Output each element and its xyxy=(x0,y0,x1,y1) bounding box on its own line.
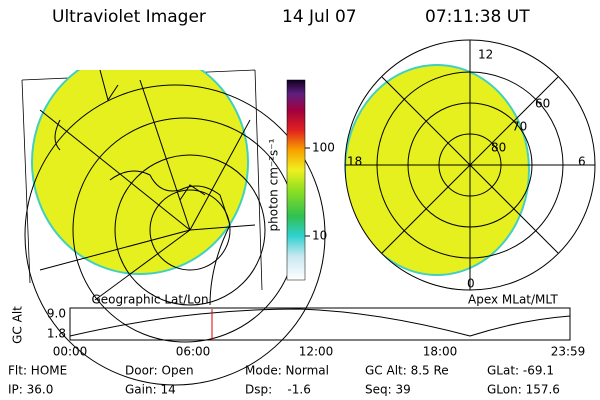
status-field: Dsp: -1.6 xyxy=(245,383,311,397)
geographic-image xyxy=(21,69,326,386)
status-field: Gain: 14 xyxy=(125,383,176,397)
status-area: Flt: HOME Door: Open Mode: Normal GC Alt: 8… xyxy=(8,364,560,397)
status-field: Mode: Normal xyxy=(245,364,329,378)
timeline-y-label: 9.0 xyxy=(47,307,66,321)
colorbar-tick-label: 10 xyxy=(312,229,327,243)
mlt-label: 6 xyxy=(578,155,586,169)
timeline-x-label: 00:00 xyxy=(53,345,88,359)
timeline-y-label: 1.8 xyxy=(47,327,66,341)
colorbar xyxy=(286,79,306,281)
lat-label: 80 xyxy=(491,141,506,155)
timeline-frame xyxy=(69,307,571,341)
title: Ultraviolet Imager xyxy=(52,7,206,27)
mlt-label: 18 xyxy=(347,155,362,169)
timeline-x-label: 06:00 xyxy=(176,345,211,359)
time: 07:11:38 UT xyxy=(425,7,530,27)
date: 14 Jul 07 xyxy=(282,7,357,27)
mlt-label: 0 xyxy=(467,277,475,291)
status-field: Flt: HOME xyxy=(8,364,67,378)
timeline-x-label: 23:59 xyxy=(551,345,586,359)
status-field: Door: Open xyxy=(125,364,194,378)
status-field: GC Alt: 8.5 Re xyxy=(365,364,449,378)
timeline-x-label: 18:00 xyxy=(423,345,458,359)
lat-label: 60 xyxy=(535,97,550,111)
right-panel-label: Apex MLat/MLT xyxy=(468,293,558,307)
status-field: Seq: 39 xyxy=(365,383,411,397)
status-field: IP: 36.0 xyxy=(8,383,53,397)
mlt-label: 12 xyxy=(478,48,493,62)
timeline-axis-label: GC Alt xyxy=(11,306,25,344)
status-field: GLat: -69.1 xyxy=(487,364,554,378)
status-field: GLon: 157.6 xyxy=(487,383,560,397)
altitude-curve xyxy=(69,308,571,337)
colorbar-label: photon cm⁻²s⁻¹ xyxy=(267,138,281,231)
left-panel-label: Geographic Lat/Lon xyxy=(91,293,208,307)
colorbar-tick-label: 100 xyxy=(312,141,335,155)
timeline-x-label: 12:00 xyxy=(299,345,334,359)
polar-image xyxy=(344,39,596,291)
lat-label: 70 xyxy=(512,120,527,134)
